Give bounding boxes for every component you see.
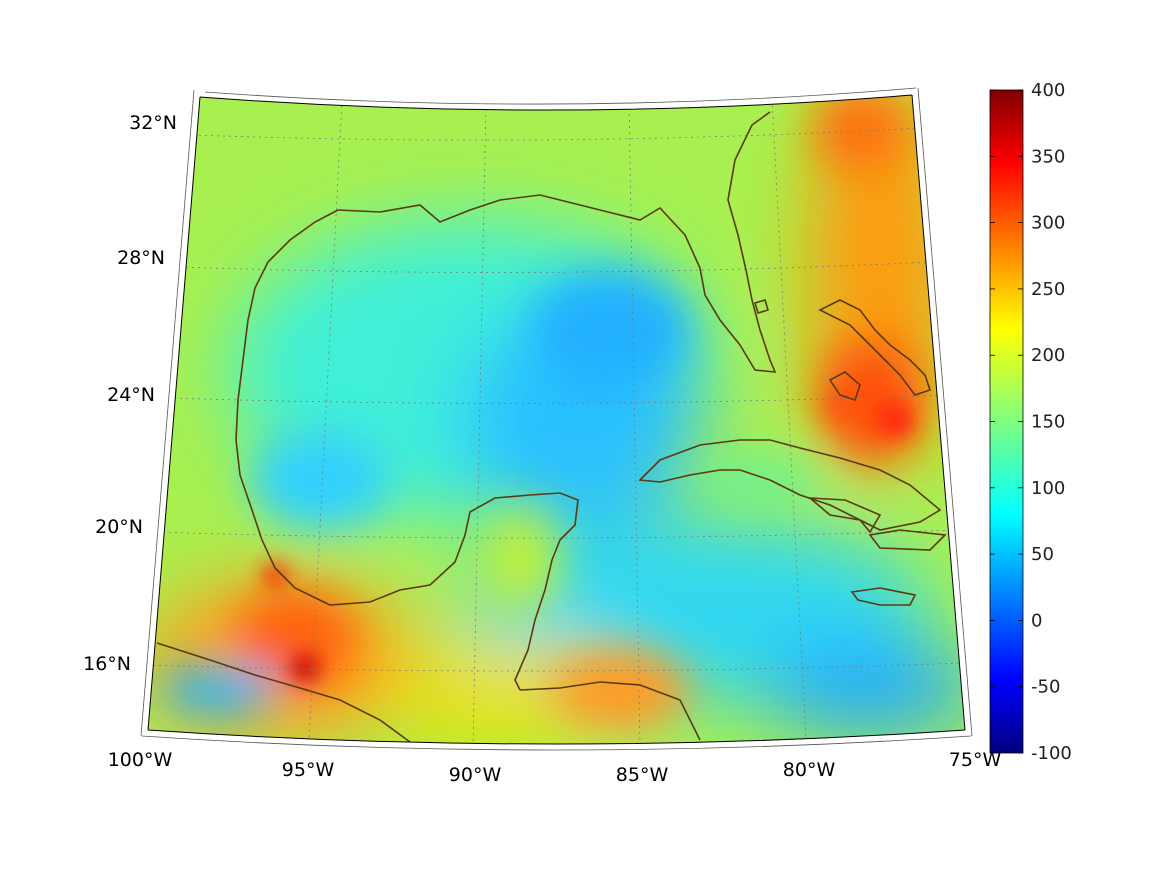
coastlines	[156, 111, 947, 743]
honduras-warm	[550, 650, 690, 730]
honduras-coast	[519, 681, 701, 741]
lat-label-16n: 16°N	[83, 653, 131, 675]
lon-label-90w: 90°W	[449, 764, 502, 786]
lake-okeechobee	[754, 299, 769, 314]
colorbar-tick-label: 200	[1031, 345, 1065, 366]
graticule	[148, 98, 964, 744]
frame-bottom-outer	[141, 735, 972, 751]
loop-current-cool	[530, 270, 690, 390]
colorbar-tick-label: 150	[1031, 412, 1065, 433]
parallel-32n	[192, 127, 921, 141]
tehuantepec-peak	[291, 654, 319, 682]
lat-label-24n: 24°N	[107, 384, 155, 406]
frame-bottom-edge	[147, 729, 966, 745]
andros-coast	[828, 371, 861, 402]
colorbar-ticks: 400 350 300 250 200 150 100 50 0 -50 -100	[990, 80, 1072, 764]
frame-left-edge	[147, 96, 201, 731]
lon-label-85w: 85°W	[616, 764, 669, 786]
sw-caribbean-region	[760, 645, 965, 735]
bay-campeche-cool	[250, 430, 390, 530]
jamaica-coast	[850, 587, 917, 606]
frame-right-edge	[911, 94, 966, 731]
lat-label-20n: 20°N	[95, 516, 143, 538]
heatmap-detail-regions	[160, 95, 920, 730]
lon-label-75w: 75°W	[949, 749, 1002, 771]
pacific-cool	[160, 665, 280, 715]
bahamas-peak	[877, 402, 913, 438]
lon-label-80w: 80°W	[783, 759, 836, 781]
colorbar-tick-label: 0	[1031, 610, 1042, 631]
colorbar-tick-label: -50	[1031, 677, 1060, 698]
lon-label-95w: 95°W	[282, 759, 335, 781]
frame-top-edge	[199, 94, 913, 111]
colorbar-tick-label: 300	[1031, 213, 1065, 234]
us-gulf-and-florida-coast	[337, 111, 777, 373]
frame-top-outer	[204, 87, 917, 105]
map-frame	[140, 87, 973, 751]
mexico-and-yucatan-coast	[235, 209, 579, 691]
pacific-coast	[156, 642, 411, 743]
georgia-shelf-hot	[815, 95, 905, 170]
veracruz-peak	[263, 563, 287, 587]
frame-right-outer	[917, 87, 973, 737]
colorbar: 400 350 300 250 200 150 100 50 0 -50 -100	[989, 80, 1072, 764]
heatmap-hotspots	[263, 393, 913, 682]
lat-label-32n: 32°N	[129, 112, 177, 134]
colorbar-tick-label: -100	[1031, 743, 1072, 764]
frame-left-outer	[140, 89, 195, 737]
cuba-shelf	[700, 455, 820, 505]
cuba-east-coast	[807, 497, 882, 534]
cuba-coast	[638, 439, 942, 531]
central-america-region	[380, 640, 620, 740]
lat-label-28n: 28°N	[117, 247, 165, 269]
hispaniola-coast	[868, 529, 947, 551]
andros-peak	[828, 393, 852, 417]
heatmap-field	[148, 95, 965, 744]
lon-label-100w: 100°W	[108, 749, 173, 771]
colorbar-tick-label: 350	[1031, 146, 1065, 167]
meridian-80w	[771, 98, 807, 741]
colorbar-tick-label: 50	[1031, 544, 1054, 565]
parallel-16n	[148, 662, 964, 672]
parallel-20n	[156, 529, 956, 539]
colorbar-tick-label: 250	[1031, 279, 1065, 300]
bahamas-coast	[818, 299, 932, 396]
lat-axis-labels: 32°N 28°N 24°N 20°N 16°N	[83, 112, 177, 675]
isthmus-hot	[235, 590, 355, 690]
colorbar-tick-label: 400	[1031, 80, 1065, 101]
yucatan-warm	[480, 510, 560, 610]
lon-axis-labels: 100°W 95°W 90°W 85°W 80°W 75°W	[108, 749, 1002, 786]
colorbar-tick-label: 100	[1031, 478, 1065, 499]
meridian-95w	[308, 99, 343, 741]
